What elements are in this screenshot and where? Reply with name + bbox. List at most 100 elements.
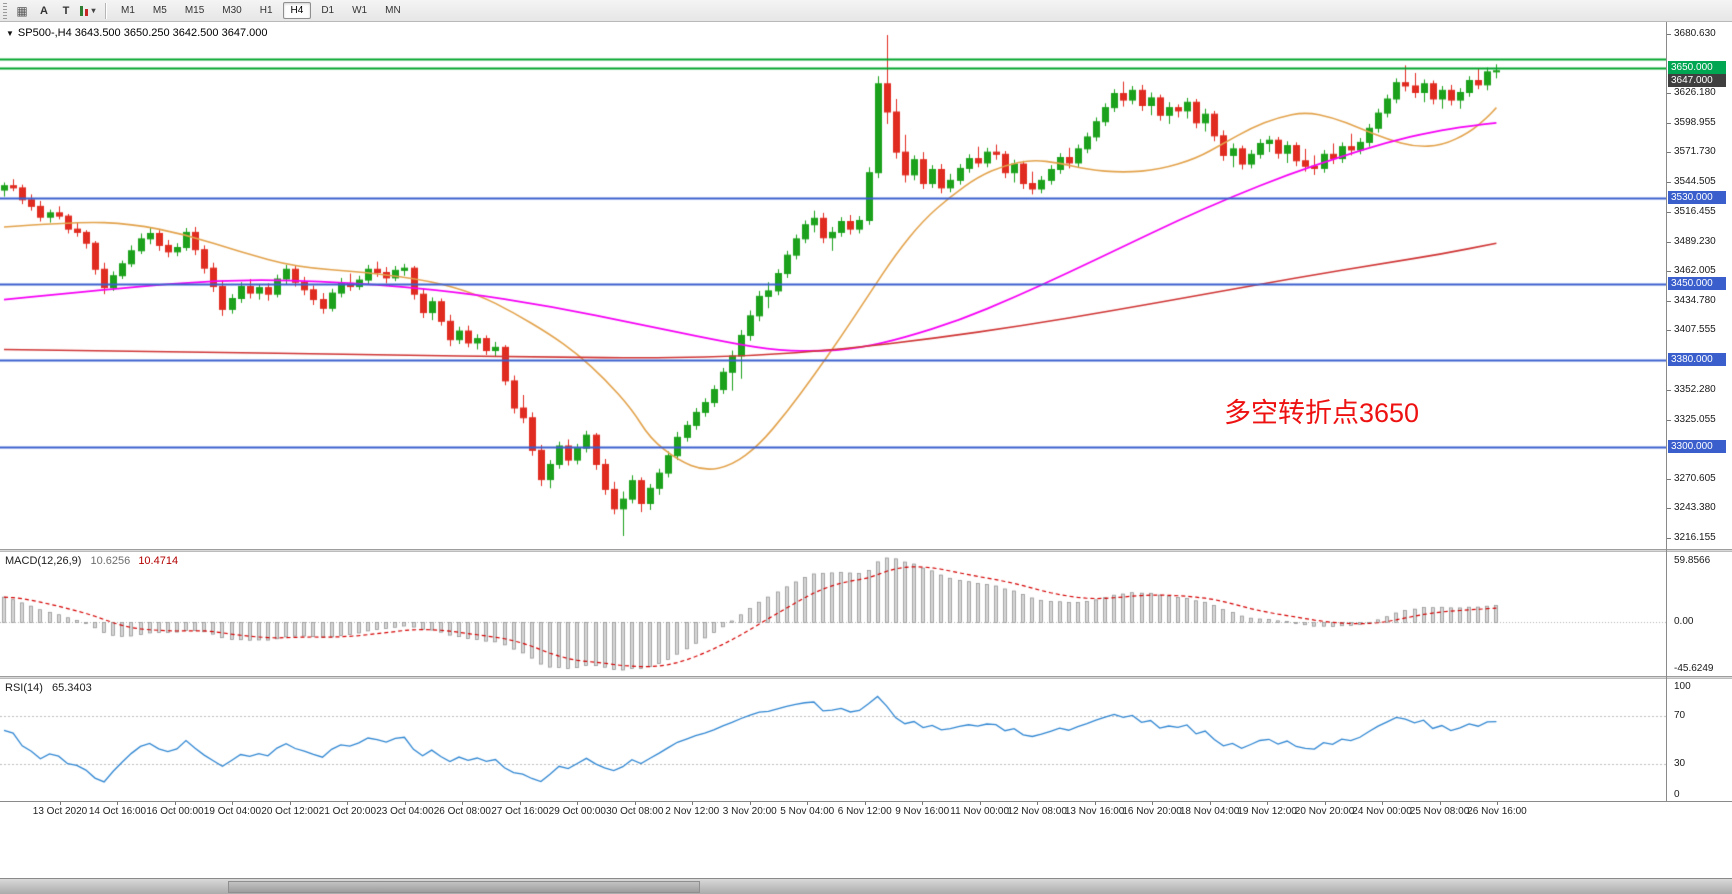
time-axis-label: 16 Nov 20:00 [1122, 806, 1182, 817]
time-axis-label: 25 Nov 08:00 [1409, 806, 1470, 817]
time-axis-label: 13 Nov 16:00 [1064, 806, 1125, 817]
time-axis-label: 21 Oct 20:00 [318, 806, 377, 817]
price-axis-label: 3598.955 [1674, 116, 1716, 128]
time-axis-label: 30 Oct 08:00 [606, 806, 664, 817]
type-tool-button[interactable]: T [62, 4, 70, 17]
timeframe-button-w1[interactable]: W1 [352, 5, 368, 16]
time-tick [692, 802, 694, 805]
objects-dropdown-button[interactable]: ▾ [78, 1, 98, 21]
price-axis-label: 3407.555 [1674, 324, 1716, 336]
time-tick [289, 802, 291, 805]
price-badge: 3647.000 [1668, 73, 1726, 87]
pane-divider[interactable] [0, 676, 1732, 679]
macd-name: MACD(12,26,9) [5, 555, 82, 567]
rsi-axis-label: 30 [1674, 758, 1686, 770]
time-axis[interactable]: 13 Oct 2020 14 Oct 16:00 16 Oct 00:00 19 Oc… [0, 801, 1732, 822]
pane-divider[interactable] [0, 549, 1732, 552]
time-tick [519, 802, 521, 805]
chart-title-text: SP500-,H4 3643.500 3650.250 3642.500 364… [17, 27, 268, 39]
time-axis-label: 6 Nov 12:00 [837, 806, 892, 817]
chart-title: ▼ SP500-,H4 3643.500 3650.250 3642.500 3… [6, 27, 267, 39]
annotation-text: 多空转折点3650 [1224, 398, 1420, 428]
timeframe-button-h4[interactable]: H4 [282, 2, 312, 19]
axis-tick [1667, 390, 1671, 392]
timeframe-button-m15[interactable]: M15 [184, 5, 205, 16]
axis-tick [1667, 181, 1671, 183]
price-axis[interactable]: 3680.630 3626.180 3598.955 3571.730 3544.505… [1667, 22, 1732, 549]
text-label-tool-button[interactable]: A [40, 4, 48, 17]
rsi-label: RSI(14) 65.3403 [5, 682, 92, 694]
price-axis-label: 3434.780 [1674, 294, 1716, 306]
time-axis-label: 9 Nov 16:00 [895, 806, 950, 817]
time-axis-label: 26 Oct 08:00 [433, 806, 491, 817]
timeframe-button-m30[interactable]: M30 [222, 5, 242, 16]
rsi-axis-label: 100 [1674, 681, 1691, 692]
price-axis-label: 3216.155 [1674, 531, 1716, 543]
macd-label: MACD(12,26,9) 10.6256 10.4714 [5, 555, 178, 567]
macd-axis[interactable]: 59.8566 0.00 -45.6249 [1667, 552, 1732, 676]
collapse-caret-icon: ▼ [6, 28, 14, 38]
timeframe-button-m5[interactable]: M5 [152, 5, 167, 16]
price-axis-label: 3325.055 [1674, 413, 1716, 425]
rsi-name: RSI(14) [5, 682, 43, 694]
price-axis-label: 3352.280 [1674, 384, 1716, 396]
axis-tick [1667, 330, 1671, 332]
time-tick [1439, 802, 1441, 805]
chevron-down-icon: ▾ [91, 6, 96, 15]
time-axis-label: 20 Oct 12:00 [261, 806, 319, 817]
price-badge: 3650.000 [1668, 60, 1726, 74]
axis-tick [1667, 34, 1671, 36]
axis-tick [1667, 93, 1671, 95]
axis-tick [1667, 212, 1671, 214]
rsi-axis[interactable]: 100 70 30 0 [1667, 679, 1732, 801]
time-axis-label: 16 Oct 00:00 [146, 806, 204, 817]
time-tick [807, 802, 809, 805]
time-axis-label: 23 Oct 04:00 [376, 806, 434, 817]
macd-axis-label: 59.8566 [1674, 555, 1711, 566]
macd-axis-label: 0.00 [1674, 616, 1694, 628]
macd-canvas[interactable] [0, 552, 1666, 676]
axis-tick [1667, 508, 1671, 510]
price-axis-label: 3243.380 [1674, 502, 1716, 514]
rsi-axis-label: 70 [1674, 709, 1686, 721]
time-tick [922, 802, 924, 805]
toolbar-drag-handle[interactable] [3, 2, 7, 19]
time-axis-label: 18 Nov 04:00 [1179, 806, 1240, 817]
macd-value-main: 10.6256 [90, 555, 131, 567]
time-axis-label: 11 Nov 00:00 [950, 806, 1010, 817]
scrollbar-thumb[interactable] [228, 881, 700, 893]
rsi-canvas[interactable] [0, 679, 1666, 801]
time-tick [232, 802, 234, 805]
bottom-scrollbar[interactable] [0, 878, 1732, 894]
price-axis-label: 3516.455 [1674, 206, 1716, 218]
main-chart-canvas[interactable] [0, 22, 1666, 549]
time-axis-label: 24 Nov 00:00 [1352, 806, 1412, 817]
macd-axis-label: -45.6249 [1674, 663, 1714, 674]
price-axis-label: 3270.605 [1674, 472, 1716, 484]
rsi-value: 65.3403 [51, 682, 92, 694]
time-tick [1152, 802, 1154, 805]
time-axis-label: 29 Oct 00:00 [548, 806, 606, 817]
time-tick [1267, 802, 1269, 805]
time-axis-label: 12 Nov 08:00 [1007, 806, 1067, 817]
time-tick [1324, 802, 1326, 805]
time-tick [577, 802, 579, 805]
toolbar-separator [105, 2, 106, 19]
axis-tick [1667, 537, 1671, 539]
time-tick [749, 802, 751, 805]
axis-tick [1667, 122, 1671, 124]
chart-grid-icon[interactable]: ▦ [16, 3, 28, 18]
axis-tick [1667, 152, 1671, 154]
time-axis-label: 19 Oct 04:00 [203, 806, 262, 817]
timeframe-button-m1[interactable]: M1 [121, 5, 135, 16]
timeframe-button-d1[interactable]: D1 [321, 5, 335, 16]
time-tick [404, 802, 406, 805]
timeframe-button-h1[interactable]: H1 [259, 5, 273, 16]
price-axis-label: 3571.730 [1674, 146, 1716, 158]
time-tick [1497, 802, 1498, 805]
axis-tick [1667, 241, 1671, 243]
timeframe-button-mn[interactable]: MN [385, 5, 401, 16]
time-axis-label: 5 Nov 04:00 [780, 806, 835, 817]
